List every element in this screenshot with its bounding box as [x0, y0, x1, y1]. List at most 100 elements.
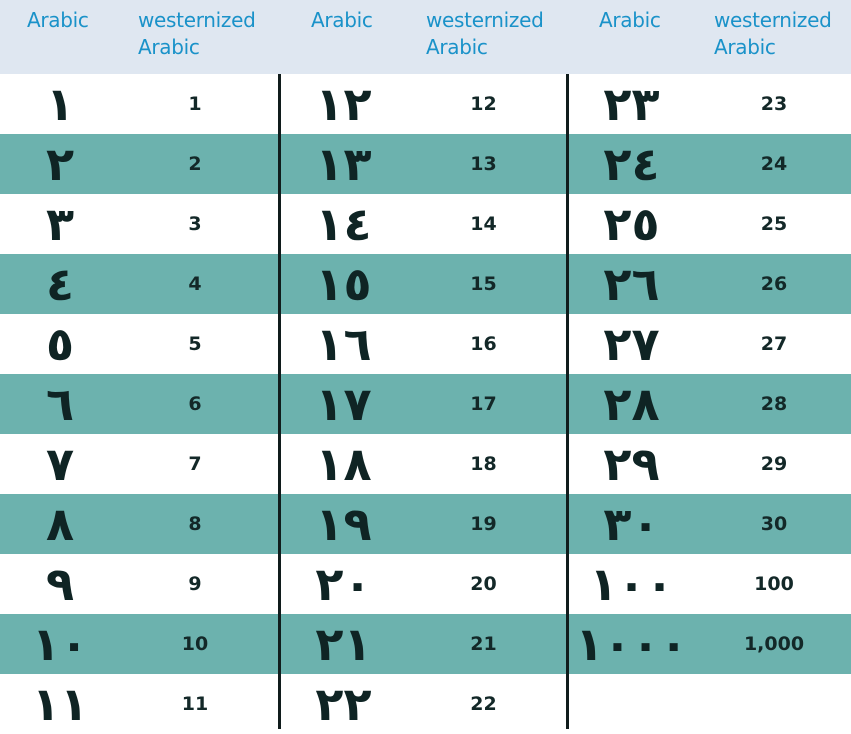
table-row: ١٠٠ 100	[569, 554, 851, 614]
table-row: ١٧ 17	[281, 374, 566, 434]
western-numeral: 9	[188, 573, 202, 595]
western-numeral: 15	[470, 273, 497, 295]
col1-arabic-heading: Arabic	[27, 8, 89, 32]
western-numeral: 27	[760, 333, 788, 355]
western-numeral: 7	[188, 453, 202, 475]
table-row: ٣٠ 30	[569, 494, 851, 554]
numeral-column-1: ١ 1 ٢ 2 ٣ 3 ٤ 4 ٥ 5 ٦ 6 ٧ 7 ٨ 8 ٩ 9 ١٠ 10 ١١ 11	[0, 74, 278, 734]
arabic-numeral: ١٠٠٠	[575, 617, 688, 671]
western-numeral: 10	[181, 633, 209, 655]
arabic-numeral: ٣٠	[603, 497, 660, 551]
arabic-numeral: ١٠٠	[589, 557, 674, 611]
western-numeral: 8	[188, 513, 202, 535]
arabic-numeral: ١٩	[315, 497, 372, 551]
western-numeral: 17	[470, 393, 497, 415]
table-row: ٢٦ 26	[569, 254, 851, 314]
table-row: ١٨ 18	[281, 434, 566, 494]
arabic-numeral: ١٧	[315, 377, 372, 431]
table-row: ٢٢ 22	[281, 674, 566, 734]
western-numeral: 26	[760, 273, 788, 295]
col2-western-heading: westernized Arabic	[426, 8, 544, 59]
table-row: ١٦ 16	[281, 314, 566, 374]
arabic-numeral: ١١	[31, 677, 89, 731]
western-numeral: 12	[470, 93, 497, 115]
arabic-numeral: ٢١	[315, 617, 372, 671]
numeral-column-3: ٢٣ 23 ٢٤ 24 ٢٥ 25 ٢٦ 26 ٢٧ 27 ٢٨ 28 ٢٩ 29 ٣٠ 30 ١٠٠ 100 ١٠…	[569, 74, 851, 729]
table-row: ١٢ 12	[281, 74, 566, 134]
table-row: ١٤ 14	[281, 194, 566, 254]
arabic-numeral: ٢٨	[603, 377, 660, 431]
western-numeral: 20	[470, 573, 497, 595]
western-numeral: 14	[470, 213, 497, 235]
table-row: ٢٣ 23	[569, 74, 851, 134]
table-row: ١٩ 19	[281, 494, 566, 554]
western-numeral: 23	[760, 93, 788, 115]
western-numeral: 16	[470, 333, 497, 355]
western-numeral: 13	[470, 153, 497, 175]
arabic-numeral: ١٥	[315, 257, 372, 311]
arabic-numeral: ١٨	[315, 437, 372, 491]
western-numeral: 22	[470, 693, 497, 715]
arabic-numeral: ٨	[45, 497, 75, 551]
arabic-numeral: ٧	[45, 437, 75, 491]
western-numeral: 21	[470, 633, 497, 655]
arabic-numeral: ٤	[45, 257, 75, 311]
table-header: Arabic westernized Arabic Arabic western…	[0, 0, 851, 74]
western-numeral: 18	[470, 453, 497, 475]
table-row: ١٠٠٠ 1,000	[569, 614, 851, 674]
western-numeral: 19	[470, 513, 497, 535]
table-row: ٢٠ 20	[281, 554, 566, 614]
arabic-numeral: ١٣	[315, 137, 372, 191]
western-numeral: 30	[760, 513, 788, 535]
arabic-numeral: ١٦	[315, 317, 372, 371]
table-row: ٢١ 21	[281, 614, 566, 674]
western-numeral: 1	[188, 93, 202, 115]
western-numeral: 24	[760, 153, 788, 175]
western-numeral: 3	[188, 213, 202, 235]
western-numeral: 29	[760, 453, 788, 475]
table-row: ١٣ 13	[281, 134, 566, 194]
western-numeral: 28	[760, 393, 788, 415]
table-row: ٢٥ 25	[569, 194, 851, 254]
arabic-numeral: ٢٤	[603, 137, 660, 191]
arabic-numeral: ٩	[45, 557, 75, 611]
western-numeral: 25	[760, 213, 788, 235]
arabic-numeral: ١٠	[31, 617, 89, 671]
table-row: ٢٩ 29	[569, 434, 851, 494]
table-row: ٢٨ 28	[569, 374, 851, 434]
arabic-numeral: ١٤	[315, 197, 372, 251]
arabic-numeral: ١٢	[315, 77, 372, 131]
western-numeral: 11	[181, 693, 209, 715]
western-numeral: 2	[188, 153, 202, 175]
arabic-numeral: ٢٣	[603, 77, 660, 131]
table-row: ١١ 11	[0, 674, 278, 734]
arabic-numeral: ٢٢	[315, 677, 372, 731]
column-divider	[566, 74, 569, 729]
col3-western-heading: westernized Arabic	[714, 8, 832, 59]
arabic-numeral: ٢	[45, 137, 75, 191]
arabic-numeral: ٦	[45, 377, 75, 431]
western-numeral: 100	[754, 573, 794, 595]
col2-arabic-heading: Arabic	[311, 8, 373, 32]
arabic-numeral: ٢٦	[603, 257, 660, 311]
arabic-numeral: ١	[45, 77, 75, 131]
western-numeral: 1,000	[743, 633, 805, 655]
arabic-numeral: ٢٥	[603, 197, 660, 251]
column-divider	[278, 74, 281, 729]
numeral-column-2: ١٢ 12 ١٣ 13 ١٤ 14 ١٥ 15 ١٦ 16 ١٧ 17 ١٨ 18 ١٩ 19 ٢٠ 20 ٢١ 21…	[281, 74, 566, 734]
arabic-numeral: ٥	[45, 317, 75, 371]
western-numeral: 6	[188, 393, 202, 415]
western-numeral: 4	[188, 273, 202, 295]
arabic-numeral: ٢٠	[315, 557, 372, 611]
table-row: ١٥ 15	[281, 254, 566, 314]
col3-arabic-heading: Arabic	[599, 8, 661, 32]
table-row: ٢٧ 27	[569, 314, 851, 374]
